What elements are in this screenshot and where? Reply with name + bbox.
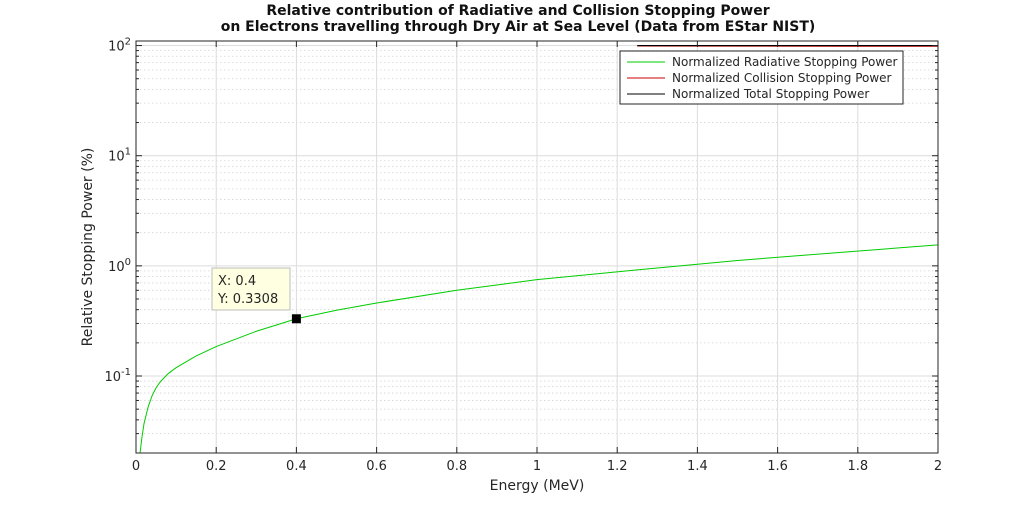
x-tick-label: 0 [132, 459, 140, 474]
legend-entry: Normalized Total Stopping Power [672, 87, 869, 101]
y-tick-label: 10-1 [104, 367, 131, 385]
x-tick-label: 1 [533, 459, 541, 474]
legend-entry: Normalized Radiative Stopping Power [672, 55, 898, 69]
x-tick-label: 0.6 [366, 459, 387, 474]
x-tick-label: 0.2 [206, 459, 227, 474]
x-tick-label: 1.6 [767, 459, 788, 474]
legend-entry: Normalized Collision Stopping Power [672, 71, 892, 85]
legend-box [619, 50, 904, 105]
y-tick-label: 101 [108, 147, 131, 165]
x-tick-label: 2 [934, 459, 942, 474]
y-tick-label: 102 [108, 37, 131, 55]
series-line-1 [139, 244, 939, 454]
chart-title: Relative contribution of Radiative and C… [266, 3, 770, 19]
datatip-y-label: Y: 0.3308 [217, 292, 278, 307]
y-axis-label: Relative Stopping Power (%) [80, 147, 96, 347]
x-tick-label: 0.4 [286, 459, 307, 474]
datatip-marker [291, 314, 301, 324]
x-axis-label: Energy (MeV) [489, 478, 585, 494]
x-tick-label: 1.8 [847, 459, 868, 474]
x-tick-label: 0.8 [446, 459, 467, 474]
datatip-x-label: X: 0.4 [218, 274, 256, 289]
y-tick-label: 100 [108, 257, 131, 275]
chart-subtitle: on Electrons travelling through Dry Air … [220, 19, 816, 35]
x-tick-label: 1.4 [687, 459, 708, 474]
x-tick-label: 1.2 [607, 459, 628, 474]
datatip-box [211, 267, 291, 311]
